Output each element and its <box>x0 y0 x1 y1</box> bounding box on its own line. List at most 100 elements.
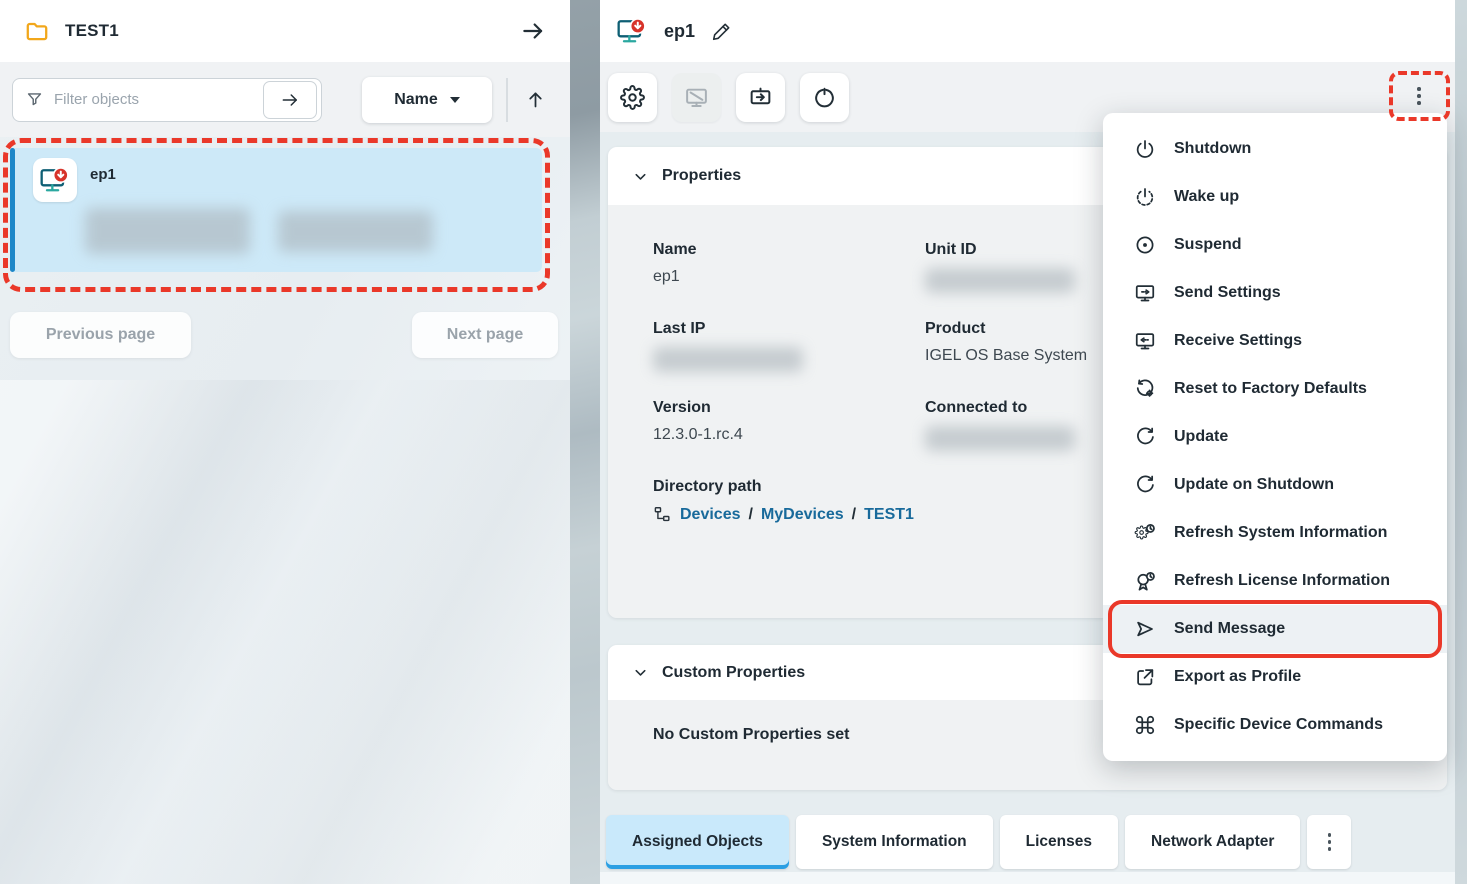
export-icon <box>1133 666 1157 688</box>
detail-header: ep1 <box>600 0 1455 62</box>
field-label: Name <box>653 241 697 258</box>
suspend-icon <box>1133 234 1157 256</box>
next-page-button[interactable]: Next page <box>412 312 558 358</box>
field-version: Version 12.3.0-1.rc.4 <box>653 399 925 451</box>
device-name: ep1 <box>90 166 116 183</box>
monitor-arrow-right-icon <box>1133 282 1157 304</box>
detail-tabs: Assigned Objects System Information Licens… <box>606 815 1352 869</box>
refresh-icon <box>1133 474 1157 496</box>
menu-item-send-message[interactable]: Send Message <box>1103 605 1447 653</box>
field-value: 12.3.0-1.rc.4 <box>653 426 743 443</box>
sort-ascending-button[interactable] <box>525 89 546 110</box>
kebab-menu-icon <box>1417 87 1421 105</box>
folder-title: TEST1 <box>65 21 119 40</box>
panel-divider-wallpaper <box>570 0 600 884</box>
field-label: Version <box>653 399 711 416</box>
menu-item-label: Receive Settings <box>1174 332 1303 349</box>
menu-item-label: Suspend <box>1174 236 1242 253</box>
tab-content-edge <box>600 872 1455 884</box>
field-last-ip: Last IP <box>653 320 925 372</box>
menu-item-label: Update <box>1174 428 1229 445</box>
menu-item-send-settings[interactable]: Send Settings <box>1103 269 1447 317</box>
arrow-right-icon[interactable] <box>520 18 546 44</box>
field-directory-path: Directory path Devices / MyDevices / TEST… <box>653 478 925 524</box>
tab-system-information[interactable]: System Information <box>795 815 993 869</box>
box-arrow-right-icon <box>748 85 773 110</box>
kebab-menu-icon <box>1327 833 1332 851</box>
breadcrumb: Devices / MyDevices / TEST1 <box>653 505 925 524</box>
send-icon <box>1133 618 1157 640</box>
device-detail-panel: ep1 Properties Name ep1 Unit ID Last IP Prod… <box>600 0 1455 884</box>
field-label: Product <box>925 320 986 337</box>
menu-item-label: Refresh License Information <box>1174 572 1391 589</box>
tabs-more-button[interactable] <box>1307 815 1352 869</box>
menu-item-reset-to-factory-defaults[interactable]: Reset to Factory Defaults <box>1103 365 1447 413</box>
breadcrumb-link-test1[interactable]: TEST1 <box>864 505 914 523</box>
gear-clock-icon <box>1133 522 1157 544</box>
field-label: Connected to <box>925 399 1028 416</box>
tree-icon <box>653 505 672 524</box>
field-product: Product IGEL OS Base System <box>925 320 1447 372</box>
filter-input-box <box>12 77 322 122</box>
device-endpoint-icon <box>616 15 648 47</box>
pencil-icon[interactable] <box>711 21 732 42</box>
wake-up-icon <box>1133 186 1157 208</box>
menu-item-refresh-system-information[interactable]: Refresh System Information <box>1103 509 1447 557</box>
menu-item-label: Send Message <box>1174 620 1286 637</box>
folder-icon <box>24 18 50 44</box>
section-title: Custom Properties <box>662 663 806 681</box>
monitor-off-icon <box>684 85 709 110</box>
command-icon <box>1133 714 1157 736</box>
menu-item-wake-up[interactable]: Wake up <box>1103 173 1447 221</box>
menu-item-shutdown[interactable]: Shutdown <box>1103 125 1447 173</box>
device-endpoint-icon <box>33 158 77 202</box>
menu-item-receive-settings[interactable]: Receive Settings <box>1103 317 1447 365</box>
breadcrumb-link-mydevices[interactable]: MyDevices <box>760 505 844 523</box>
menu-item-update-on-shutdown[interactable]: Update on Shutdown <box>1103 461 1447 509</box>
tab-licenses[interactable]: Licenses <box>999 815 1118 869</box>
redacted-text <box>278 211 433 252</box>
reset-factory-icon <box>1133 378 1157 400</box>
menu-item-update[interactable]: Update <box>1103 413 1447 461</box>
breadcrumb-separator: / <box>851 505 857 523</box>
tab-assigned-objects[interactable]: Assigned Objects <box>606 815 789 869</box>
menu-item-suspend[interactable]: Suspend <box>1103 221 1447 269</box>
filter-submit-button[interactable] <box>263 80 317 119</box>
caret-down-icon <box>449 96 460 103</box>
power-button[interactable] <box>800 72 849 122</box>
menu-item-label: Update on Shutdown <box>1174 476 1334 493</box>
menu-item-specific-device-commands[interactable]: Specific Device Commands <box>1103 701 1447 749</box>
shadowing-button <box>672 72 721 122</box>
chevron-down-icon <box>632 664 649 681</box>
redacted-value <box>653 347 803 372</box>
right-edge-wallpaper <box>1455 0 1467 884</box>
menu-item-label: Shutdown <box>1174 140 1252 157</box>
sort-by-label: Name <box>394 90 438 108</box>
previous-page-button[interactable]: Previous page <box>10 312 191 358</box>
menu-item-label: Export as Profile <box>1174 668 1302 685</box>
boot-button[interactable] <box>736 72 785 122</box>
selection-bar <box>10 148 15 272</box>
menu-item-refresh-license-information[interactable]: Refresh License Information <box>1103 557 1447 605</box>
field-connected-to: Connected to <box>925 399 1447 451</box>
settings-button[interactable] <box>608 72 657 122</box>
field-name: Name ep1 <box>653 241 925 293</box>
breadcrumb-link-devices[interactable]: Devices <box>680 505 741 523</box>
filter-input[interactable] <box>52 90 255 109</box>
tab-network-adapter[interactable]: Network Adapter <box>1125 815 1301 869</box>
device-context-menu: Shutdown Wake up Suspend Send Settings Recei… <box>1103 113 1447 761</box>
chevron-down-icon <box>632 168 649 185</box>
monitor-arrow-left-icon <box>1133 330 1157 352</box>
menu-item-label: Specific Device Commands <box>1174 716 1383 733</box>
device-list-item[interactable]: ep1 <box>10 148 542 272</box>
menu-item-export-as-profile[interactable]: Export as Profile <box>1103 653 1447 701</box>
restart-icon <box>812 85 837 110</box>
left-panel-header: TEST1 <box>0 0 570 62</box>
redacted-text <box>85 208 250 254</box>
menu-item-label: Reset to Factory Defaults <box>1174 380 1367 397</box>
more-actions-button[interactable] <box>1397 72 1441 120</box>
menu-item-label: Refresh System Information <box>1174 524 1388 541</box>
sort-by-button[interactable]: Name <box>362 76 492 123</box>
filter-toolbar: Name <box>0 62 570 137</box>
